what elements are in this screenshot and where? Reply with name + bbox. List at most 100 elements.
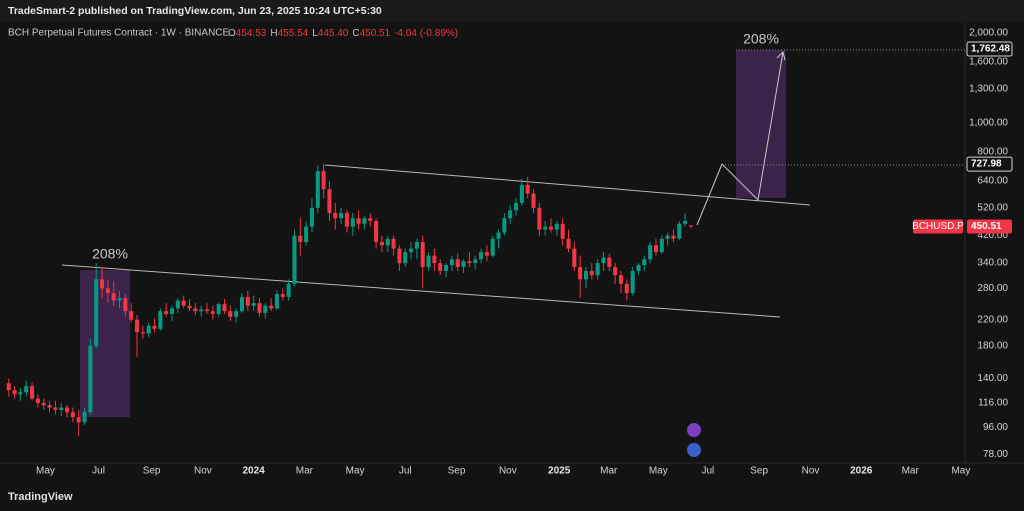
- candle-body: [519, 184, 524, 203]
- price-label-box: [967, 219, 1012, 234]
- x-tick-label: Mar: [902, 466, 920, 477]
- candle-body: [35, 398, 40, 403]
- candle-body: [12, 390, 17, 395]
- candle-body: [94, 279, 99, 346]
- candle-body: [30, 386, 35, 399]
- x-tick-label: 2026: [850, 466, 873, 477]
- candle-body: [222, 304, 227, 312]
- x-tick-label: Nov: [499, 466, 517, 477]
- change: -4.04 (-0.89%): [394, 28, 458, 39]
- candle-body: [490, 238, 495, 256]
- candle-body: [47, 405, 52, 408]
- y-tick-label: 1,300.00: [969, 83, 1008, 94]
- channel-line: [61, 264, 781, 318]
- candle-body: [286, 283, 291, 297]
- chart-title: BCH Perpetual Futures Contract · 1W · BI…: [8, 28, 230, 39]
- candle-body: [508, 210, 513, 219]
- x-tick-label: Mar: [600, 466, 618, 477]
- candle-body: [525, 184, 530, 194]
- y-tick-label: 1,000.00: [969, 117, 1008, 128]
- candle-body: [88, 345, 93, 413]
- ohlc-key: H: [270, 28, 277, 39]
- x-tick-label: Nov: [194, 466, 212, 477]
- candle-body: [204, 309, 210, 312]
- candle-body: [648, 245, 653, 260]
- price-label: 727.98: [971, 159, 1002, 170]
- candle-body: [350, 218, 355, 227]
- x-tick-label: Jul: [399, 466, 412, 477]
- x-tick-label: Nov: [802, 466, 820, 477]
- y-tick-label: 140.00: [977, 373, 1008, 384]
- candle-body: [374, 220, 379, 242]
- annotation: 208%: [92, 246, 128, 262]
- candle-body: [688, 225, 693, 227]
- candle-body: [385, 238, 390, 246]
- candle-body: [298, 235, 303, 242]
- candle-body: [181, 300, 186, 306]
- candle-body: [53, 407, 58, 410]
- candle-body: [99, 279, 105, 289]
- candle-body: [630, 270, 635, 294]
- candle-body: [245, 296, 250, 306]
- candle-body: [409, 248, 414, 253]
- candle-body: [199, 309, 204, 312]
- event-icon[interactable]: [687, 423, 701, 437]
- candle-body: [18, 392, 23, 395]
- candle-body: [484, 252, 489, 256]
- x-tick-label: Jul: [701, 466, 714, 477]
- x-tick-label: Jul: [92, 466, 105, 477]
- candle-body: [65, 407, 70, 413]
- candle-body: [309, 207, 314, 227]
- candle-body: [327, 189, 332, 213]
- ohlc-value: 455.54: [278, 28, 309, 39]
- y-tick-label: 420.00: [977, 230, 1008, 241]
- candle-body: [560, 223, 565, 239]
- candle-body: [642, 259, 647, 266]
- x-tick-label: 2025: [548, 466, 571, 477]
- candle-body: [280, 294, 285, 297]
- candle-body: [41, 402, 46, 406]
- y-tick-label: 180.00: [977, 340, 1008, 351]
- y-tick-label: 640.00: [977, 175, 1008, 186]
- candle-body: [368, 218, 373, 221]
- candle-body: [123, 297, 128, 312]
- candle-body: [473, 259, 478, 264]
- candle-body: [589, 270, 594, 276]
- candle-body: [251, 303, 256, 306]
- candle-body: [502, 218, 507, 233]
- candle-body: [578, 266, 583, 280]
- ohlc-legend: O454.53 H455.54 L445.40 C450.51 -4.04 (-0.89…: [228, 28, 458, 39]
- y-tick-label: 800.00: [977, 146, 1008, 157]
- candle-body: [677, 223, 682, 239]
- y-tick-label: 340.00: [977, 258, 1008, 269]
- y-tick-label: 520.00: [977, 202, 1008, 213]
- ohlc-key: C: [352, 28, 359, 39]
- price-label: 450.51: [971, 221, 1002, 232]
- annotation: 208%: [743, 31, 779, 47]
- candle-body: [467, 261, 472, 264]
- candle-body: [263, 305, 268, 313]
- candle-body: [169, 308, 175, 314]
- candle-body: [59, 407, 64, 410]
- candle-body: [624, 283, 629, 294]
- candle-body: [117, 297, 122, 301]
- x-tick-label: 2024: [243, 466, 266, 477]
- candle-body: [659, 238, 664, 253]
- candle-body: [444, 265, 449, 271]
- x-tick-label: Sep: [448, 466, 466, 477]
- x-tick-label: Mar: [296, 466, 314, 477]
- candle-body: [665, 235, 670, 239]
- ohlc-key: O: [228, 28, 236, 39]
- x-tick-label: May: [36, 466, 55, 477]
- candle-body: [134, 319, 140, 333]
- candle-body: [548, 226, 554, 230]
- price-label-box: [966, 41, 1013, 57]
- candle-body: [304, 226, 309, 242]
- arrow-head: [776, 51, 786, 61]
- candle-body: [362, 218, 367, 224]
- candle-body: [356, 218, 361, 224]
- candle-body: [653, 245, 659, 253]
- event-icon[interactable]: [687, 443, 701, 457]
- candle-body: [636, 265, 641, 271]
